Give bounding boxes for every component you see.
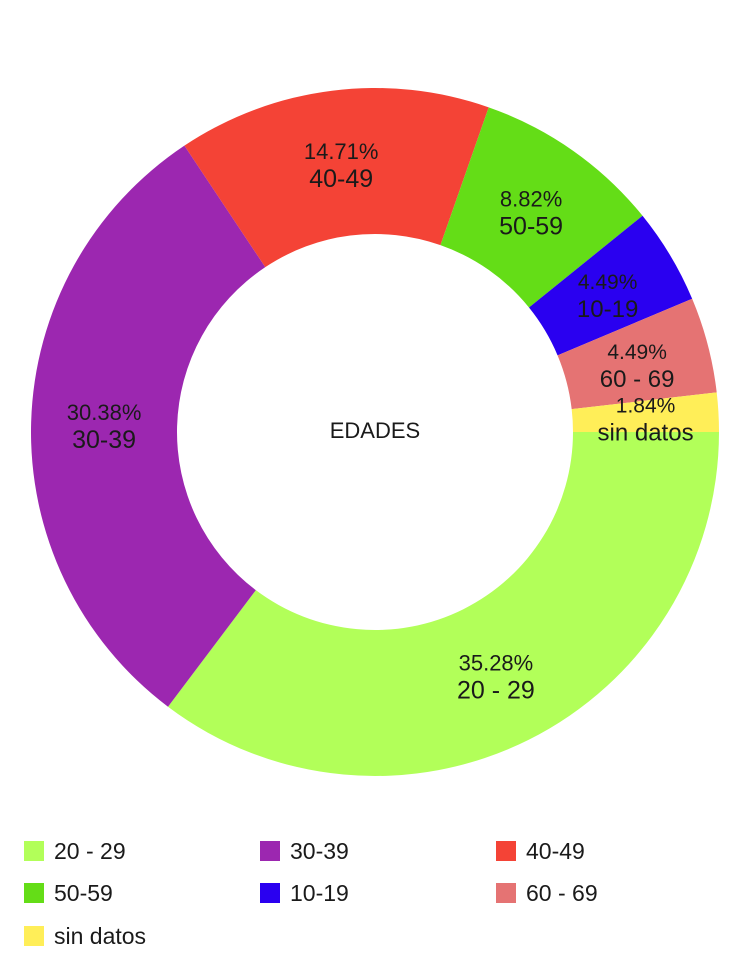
legend-label: 30-39: [290, 837, 349, 864]
legend-label: 20 - 29: [54, 837, 126, 864]
slice-sindatos: [571, 392, 719, 432]
slice-category: sin datos: [598, 419, 694, 446]
slice-20-29: [167, 432, 719, 776]
slice-50-59: [440, 107, 643, 308]
legend-item-40-49: 40-49: [496, 831, 585, 871]
slice-category: 10-19: [577, 296, 638, 323]
slice-label: 30.38% 30-39: [67, 400, 142, 454]
legend-label: 10-19: [290, 879, 349, 906]
slice-category: 30-39: [72, 426, 136, 454]
slice-percent: 30.38%: [67, 400, 142, 425]
slice-label: 4.49% 10-19: [577, 271, 638, 323]
slice-percent: 14.71%: [304, 139, 379, 164]
slice-category: 60 - 69: [600, 366, 675, 393]
legend-item-30-39: 30-39: [260, 831, 349, 871]
slice-percent: 1.84%: [616, 394, 676, 417]
legend-swatch: [24, 883, 44, 903]
legend-item-50-59: 50-59: [24, 873, 113, 913]
slice-label: 4.49% 60 - 69: [600, 341, 675, 393]
slice-percent: 4.49%: [607, 341, 667, 364]
slice-percent: 35.28%: [459, 651, 534, 676]
slice-30-39: [30, 145, 266, 707]
slice-label: 1.84% sin datos: [598, 394, 694, 446]
legend-swatch: [496, 841, 516, 861]
legend-item-60-69: 60 - 69: [496, 873, 598, 913]
legend-swatch: [496, 883, 516, 903]
donut-chart: 35.28% 20 - 29 30.38% 30-39 14.71% 40-49 8.82%…: [30, 87, 719, 776]
slice-category: 50-59: [499, 212, 563, 240]
legend-swatch: [260, 841, 280, 861]
legend-item-20-29: 20 - 29: [24, 831, 126, 871]
legend-swatch: [260, 883, 280, 903]
slice-60-69: [557, 298, 717, 410]
legend-swatch: [24, 926, 44, 946]
legend-label: sin datos: [54, 922, 147, 949]
slice-label: 14.71% 40-49: [304, 139, 379, 193]
legend-label: 60 - 69: [526, 879, 598, 906]
slice-percent: 8.82%: [500, 186, 562, 211]
legend-label: 40-49: [526, 837, 585, 864]
legend-swatch: [24, 841, 44, 861]
slice-label: 8.82% 50-59: [499, 186, 563, 240]
legend-item-10-19: 10-19: [260, 873, 349, 913]
slice-category: 40-49: [309, 165, 373, 193]
slice-40-49: [184, 87, 489, 268]
legend-item-sin-datos: sin datos: [24, 916, 146, 956]
center-label: EDADES: [330, 418, 420, 443]
slice-label: 35.28% 20 - 29: [457, 651, 535, 705]
slice-10-19: [528, 215, 693, 356]
slice-percent: 4.49%: [578, 271, 638, 294]
slice-labels: 35.28% 20 - 29 30.38% 30-39 14.71% 40-49 8.82%…: [67, 139, 694, 704]
legend-label: 50-59: [54, 879, 113, 906]
slice-category: 20 - 29: [457, 677, 535, 705]
donut-slices: [30, 87, 719, 776]
